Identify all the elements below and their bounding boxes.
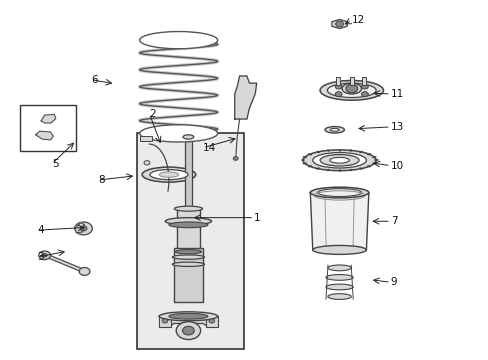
- Polygon shape: [331, 19, 346, 28]
- Ellipse shape: [172, 262, 204, 266]
- Ellipse shape: [330, 129, 338, 131]
- Ellipse shape: [341, 83, 361, 94]
- Circle shape: [335, 21, 343, 27]
- Circle shape: [208, 319, 214, 323]
- Ellipse shape: [140, 32, 217, 49]
- Ellipse shape: [165, 218, 211, 225]
- Text: 7: 7: [390, 216, 397, 226]
- Polygon shape: [310, 193, 368, 250]
- Circle shape: [42, 253, 47, 257]
- Ellipse shape: [303, 150, 375, 171]
- Text: 1: 1: [254, 213, 260, 222]
- Ellipse shape: [183, 135, 193, 139]
- Circle shape: [75, 222, 92, 235]
- Circle shape: [162, 319, 167, 323]
- Ellipse shape: [142, 167, 195, 182]
- Bar: [184, 137, 191, 216]
- Circle shape: [39, 251, 50, 260]
- Ellipse shape: [329, 157, 348, 163]
- Text: 3: 3: [37, 252, 44, 262]
- Ellipse shape: [172, 255, 204, 259]
- Polygon shape: [41, 114, 56, 123]
- Ellipse shape: [320, 81, 383, 100]
- Polygon shape: [234, 76, 256, 119]
- Text: 9: 9: [390, 277, 397, 287]
- Ellipse shape: [317, 189, 361, 197]
- Circle shape: [182, 326, 194, 335]
- Polygon shape: [159, 316, 217, 325]
- Ellipse shape: [174, 206, 202, 211]
- Text: 10: 10: [390, 161, 403, 171]
- Polygon shape: [75, 223, 84, 233]
- Circle shape: [335, 92, 342, 97]
- Text: 6: 6: [91, 75, 97, 85]
- Bar: [159, 316, 170, 327]
- Bar: [349, 77, 353, 85]
- Ellipse shape: [150, 170, 187, 180]
- Bar: [335, 77, 339, 85]
- Circle shape: [361, 84, 367, 89]
- Bar: [205, 316, 217, 327]
- Bar: [174, 248, 202, 302]
- Ellipse shape: [325, 284, 352, 290]
- Text: 4: 4: [37, 225, 44, 235]
- Circle shape: [79, 267, 90, 275]
- Text: 13: 13: [390, 122, 403, 132]
- Ellipse shape: [140, 125, 217, 142]
- Ellipse shape: [168, 222, 207, 228]
- Ellipse shape: [325, 127, 344, 133]
- Ellipse shape: [310, 187, 368, 198]
- Text: 5: 5: [52, 159, 59, 169]
- Ellipse shape: [175, 249, 201, 254]
- Circle shape: [345, 84, 357, 93]
- Ellipse shape: [327, 294, 350, 300]
- Bar: [20, 105, 76, 151]
- Polygon shape: [44, 253, 86, 274]
- Text: 14: 14: [203, 143, 216, 153]
- Bar: [140, 136, 152, 141]
- Ellipse shape: [327, 83, 375, 98]
- Circle shape: [144, 161, 150, 165]
- Ellipse shape: [312, 153, 366, 168]
- Text: 8: 8: [98, 175, 104, 185]
- Circle shape: [335, 84, 342, 89]
- Circle shape: [361, 92, 367, 97]
- Ellipse shape: [325, 275, 352, 280]
- Ellipse shape: [327, 265, 350, 271]
- Ellipse shape: [320, 154, 358, 166]
- Text: 11: 11: [390, 89, 403, 99]
- Bar: [361, 77, 365, 85]
- Text: 2: 2: [149, 109, 156, 119]
- Ellipse shape: [168, 314, 207, 319]
- Bar: [137, 134, 244, 348]
- Circle shape: [176, 321, 200, 339]
- Circle shape: [80, 226, 87, 231]
- Ellipse shape: [159, 172, 178, 177]
- Ellipse shape: [159, 312, 217, 321]
- Text: 12: 12: [351, 15, 364, 26]
- Ellipse shape: [312, 246, 366, 255]
- Bar: [176, 209, 200, 252]
- Circle shape: [233, 157, 238, 160]
- Polygon shape: [36, 131, 53, 140]
